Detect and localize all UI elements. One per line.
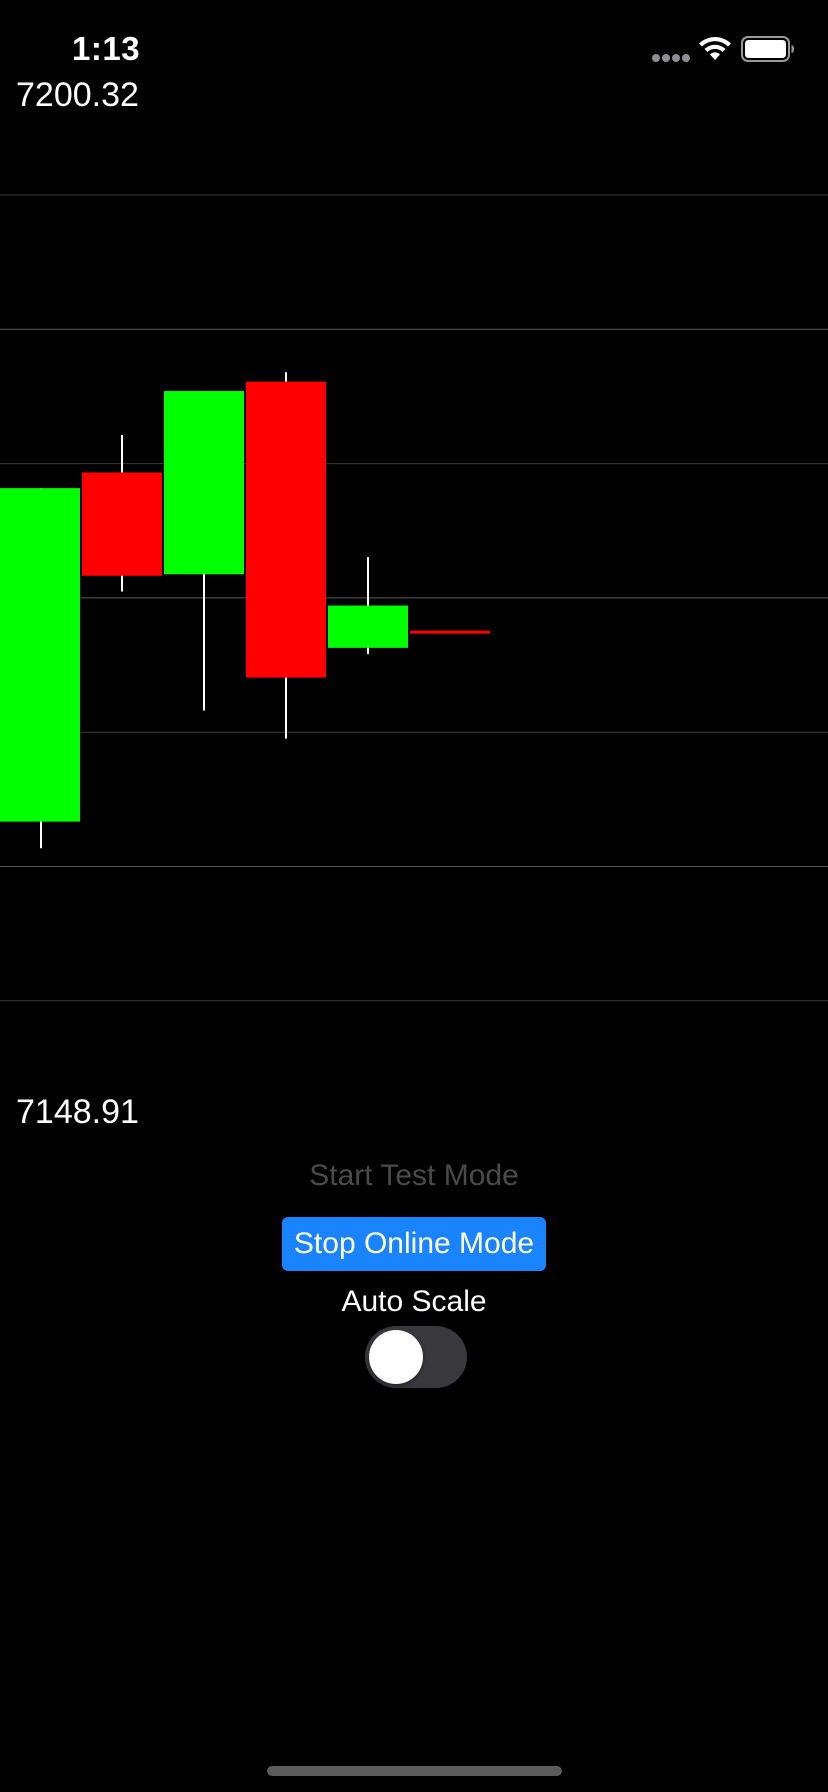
candle-body xyxy=(82,472,162,576)
status-bar: 1:13 xyxy=(0,0,828,100)
home-indicator[interactable] xyxy=(267,1766,562,1776)
wifi-icon xyxy=(699,37,731,60)
candle-body xyxy=(328,605,408,648)
candle-body xyxy=(410,630,490,634)
price-high-label: 7200.32 xyxy=(16,76,139,114)
price-low-label: 7148.91 xyxy=(16,1093,139,1131)
candle-body xyxy=(246,381,326,678)
toggle-knob xyxy=(369,1330,423,1384)
stop-online-mode-button[interactable]: Stop Online Mode xyxy=(282,1217,546,1271)
candle-body xyxy=(0,488,80,822)
auto-scale-label: Auto Scale xyxy=(341,1285,487,1318)
start-test-mode-button[interactable]: Start Test Mode xyxy=(0,1150,828,1202)
auto-scale-toggle[interactable] xyxy=(365,1326,467,1388)
battery-icon xyxy=(741,36,794,62)
status-time: 1:13 xyxy=(72,30,141,67)
cellular-signal-icon xyxy=(652,54,690,62)
candlestick-chart xyxy=(0,194,828,1002)
candle-body xyxy=(164,391,244,575)
